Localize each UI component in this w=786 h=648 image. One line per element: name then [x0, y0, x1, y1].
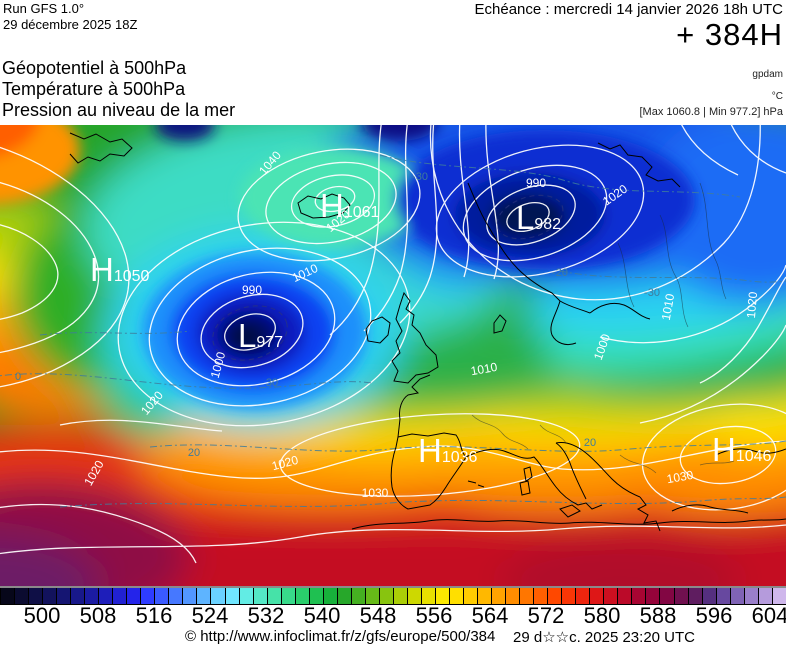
colorbar-cell: [392, 588, 407, 605]
run-model: Run GFS 1.0°: [3, 1, 85, 16]
colorbar-cell: [463, 588, 478, 605]
param-geopotential: Géopotentiel à 500hPa: [2, 58, 187, 78]
colorbar-cell: [98, 588, 113, 605]
colorbar-cell: [631, 588, 646, 605]
colorbar-cell: [224, 588, 239, 605]
colorbar-cell: [238, 588, 253, 605]
colorbar-cell: [533, 588, 548, 605]
colorbar-cell: [336, 588, 351, 605]
colorbar-cell: [154, 588, 169, 605]
colorbar-tick-label: 556: [415, 603, 453, 628]
colorbar-tick-label: 588: [639, 603, 677, 628]
colorbar-cell: [729, 588, 744, 605]
colorbar-cell: [196, 588, 211, 605]
coastlines: [69, 132, 786, 532]
colorbar-tick-label: 500: [23, 603, 61, 628]
colorbar-cell: [364, 588, 379, 605]
pressure-cores-field: [0, 125, 695, 409]
colorbar-cell: [505, 588, 520, 605]
unit-minmax-hpa: [Max 1060.8 | Min 977.2] hPa: [639, 106, 784, 118]
colorbar-cell: [603, 588, 618, 605]
generation-timestamp: 29 d☆☆c. 2025 23:20 UTC: [513, 629, 695, 646]
copyright-url: © http://www.infoclimat.fr/z/gfs/europe/…: [185, 628, 496, 645]
colorbar-cell: [547, 588, 562, 605]
forecast-step: + 384H: [676, 17, 783, 52]
colorbar-cell: [84, 588, 99, 605]
colorbar-cell: [280, 588, 295, 605]
colorbar-cell: [701, 588, 716, 605]
colorbar-cell: [140, 588, 155, 605]
colorbar: [0, 586, 786, 605]
unit-celsius: °C: [771, 91, 783, 102]
colorbar-tick-label: 564: [471, 603, 509, 628]
weather-map: H 1050 L 977 H 1061 L 982 H 1036 H 1046 1040 1020 101…: [0, 125, 786, 586]
colorbar-cell: [168, 588, 183, 605]
colorbar-tick-label: 572: [527, 603, 565, 628]
colorbar-cell: [182, 588, 197, 605]
colorbar-cell: [589, 588, 604, 605]
temperature-contours: [0, 154, 786, 508]
colorbar-cell: [491, 588, 506, 605]
colorbar-cell: [645, 588, 660, 605]
colorbar-cell: [322, 588, 337, 605]
colorbar-cell: [210, 588, 225, 605]
colorbar-tick-label: 524: [191, 603, 229, 628]
forecast-valid-time: Echéance : mercredi 14 janvier 2026 18h …: [474, 1, 784, 18]
colorbar-cell: [743, 588, 758, 605]
colorbar-cell: [56, 588, 71, 605]
map-canvas: [0, 125, 786, 586]
colorbar-cell: [28, 588, 43, 605]
colorbar-cell: [477, 588, 492, 605]
colorbar-cell: [561, 588, 576, 605]
colorbar-cell: [519, 588, 534, 605]
colorbar-tick-label: 540: [303, 603, 341, 628]
colorbar-cell: [406, 588, 421, 605]
colorbar-cell: [687, 588, 702, 605]
colorbar-cell: [252, 588, 267, 605]
colorbar-cell: [575, 588, 590, 605]
colorbar-cell: [294, 588, 309, 605]
colorbar-tick-label: 580: [583, 603, 621, 628]
colorbar-cell: [266, 588, 281, 605]
colorbar-cell: [308, 588, 323, 605]
colorbar-cell: [350, 588, 365, 605]
colorbar-cell: [617, 588, 632, 605]
colorbar-cell: [757, 588, 772, 605]
run-date: 29 décembre 2025 18Z: [3, 17, 138, 32]
inner-dashed-contours: [212, 194, 564, 361]
unit-gpdam: gpdam: [752, 69, 783, 80]
colorbar-tick-label: 516: [135, 603, 173, 628]
colorbar-cell: [659, 588, 674, 605]
run-info: Run GFS 1.0° 29 décembre 2025 18Z: [3, 1, 137, 33]
colorbar-ticks: 500 508 516 524 532 540 548 556 564 572 580 588 596 6…: [0, 603, 786, 629]
colorbar-tick-label: 532: [247, 603, 285, 628]
colorbar-cell: [126, 588, 141, 605]
colorbar-cell: [420, 588, 435, 605]
colorbar-tick-label: 508: [79, 603, 117, 628]
colorbar-cell: [0, 588, 15, 605]
borders-rivers: [471, 182, 735, 474]
colorbar-cell: [378, 588, 393, 605]
colorbar-cell: [14, 588, 29, 605]
colorbar-tick-label: 596: [695, 603, 733, 628]
colorbar-cell: [449, 588, 464, 605]
colorbar-cell: [673, 588, 688, 605]
colorbar-cell: [715, 588, 730, 605]
param-mslp: Pression au niveau de la mer: [2, 100, 236, 120]
colorbar-cell: [42, 588, 57, 605]
parameter-titles: Géopotentiel à 500hPa Température à 500h…: [2, 58, 235, 121]
colorbar-tick-label: 604: [751, 603, 786, 628]
colorbar-cell: [112, 588, 127, 605]
colorbar-cell: [771, 588, 786, 605]
colorbar-tick-label: 548: [359, 603, 397, 628]
colorbar-cell: [434, 588, 449, 605]
colorbar-cell: [70, 588, 85, 605]
param-temperature: Température à 500hPa: [2, 79, 186, 99]
